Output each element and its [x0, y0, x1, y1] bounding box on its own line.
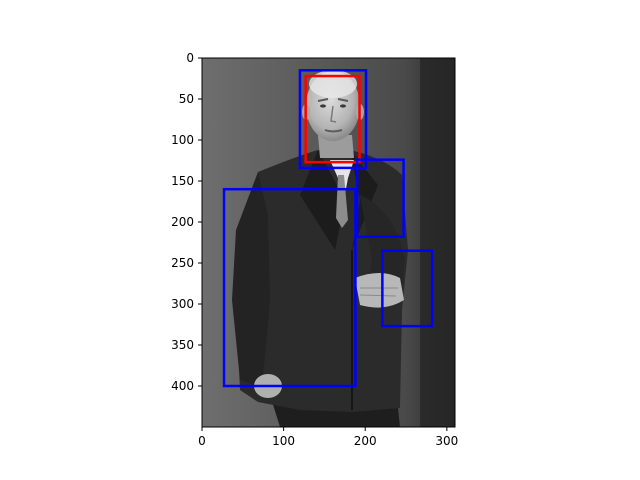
chest-box-blue — [355, 158, 405, 239]
y-tick-label: 0 — [186, 51, 194, 65]
y-tick-label: 400 — [171, 379, 194, 393]
face-box-blue — [298, 69, 368, 170]
x-tick-label: 100 — [272, 434, 295, 448]
y-axis: 0 50 100 150 200 250 300 350 400 — [171, 51, 202, 393]
photo — [202, 58, 455, 427]
x-tick-label: 300 — [435, 434, 458, 448]
axes-frame — [201, 57, 456, 428]
y-tick-label: 50 — [179, 92, 194, 106]
x-tick-label: 200 — [354, 434, 377, 448]
x-axis: 0 100 200 300 — [198, 427, 458, 448]
y-tick-label: 250 — [171, 256, 194, 270]
y-tick-label: 150 — [171, 174, 194, 188]
face-box-red — [304, 74, 361, 164]
hand-box-blue — [381, 249, 434, 328]
y-tick-label: 350 — [171, 338, 194, 352]
torso-box-blue — [222, 187, 357, 388]
y-tick-label: 200 — [171, 215, 194, 229]
y-tick-label: 300 — [171, 297, 194, 311]
annotation-boxes — [222, 69, 434, 388]
x-tick-label: 0 — [198, 434, 206, 448]
y-tick-label: 100 — [171, 133, 194, 147]
